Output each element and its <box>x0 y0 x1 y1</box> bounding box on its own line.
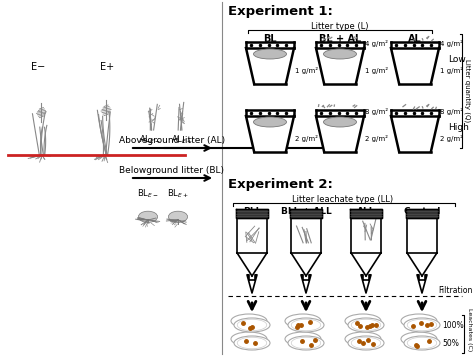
Text: 100%: 100% <box>442 320 464 330</box>
Ellipse shape <box>285 332 321 346</box>
Polygon shape <box>391 110 439 116</box>
Text: AL$_{E-}$: AL$_{E-}$ <box>139 133 161 146</box>
Ellipse shape <box>345 314 381 328</box>
Polygon shape <box>316 48 364 84</box>
Polygon shape <box>391 48 439 84</box>
Text: ALL: ALL <box>357 207 375 216</box>
Polygon shape <box>406 209 438 218</box>
Text: E+: E+ <box>100 62 114 72</box>
Polygon shape <box>351 218 381 253</box>
Polygon shape <box>407 253 437 276</box>
Ellipse shape <box>407 337 437 349</box>
Text: 8 g/m²: 8 g/m² <box>440 108 463 115</box>
Text: High: High <box>448 124 469 132</box>
Ellipse shape <box>138 211 157 222</box>
Text: 2 g/m²: 2 g/m² <box>440 135 463 141</box>
Text: E−: E− <box>31 62 45 72</box>
Polygon shape <box>316 116 364 152</box>
Polygon shape <box>391 42 439 48</box>
Ellipse shape <box>404 336 440 350</box>
Text: BL$_{E-}$: BL$_{E-}$ <box>137 188 159 200</box>
Ellipse shape <box>401 314 437 328</box>
Text: BLL: BLL <box>243 207 261 216</box>
Ellipse shape <box>404 318 440 332</box>
Ellipse shape <box>407 319 437 331</box>
Text: 4 g/m²: 4 g/m² <box>365 40 388 47</box>
Text: BL + AL: BL + AL <box>319 34 361 44</box>
Text: Belowground litter (BL): Belowground litter (BL) <box>119 166 225 175</box>
Text: Experiment 1:: Experiment 1: <box>228 5 333 18</box>
Ellipse shape <box>348 336 384 350</box>
Ellipse shape <box>168 211 188 222</box>
Polygon shape <box>316 42 364 48</box>
Text: BLL + ALL: BLL + ALL <box>281 207 331 216</box>
Polygon shape <box>246 116 294 152</box>
Text: BL$_{E+}$: BL$_{E+}$ <box>167 188 189 200</box>
Text: 1 g/m²: 1 g/m² <box>365 67 388 73</box>
Ellipse shape <box>288 336 324 350</box>
Polygon shape <box>391 116 439 152</box>
Ellipse shape <box>231 314 267 328</box>
Ellipse shape <box>348 318 384 332</box>
Ellipse shape <box>351 319 381 331</box>
Polygon shape <box>236 209 268 218</box>
Polygon shape <box>237 253 267 276</box>
Polygon shape <box>351 253 381 276</box>
Text: Low: Low <box>448 56 466 64</box>
Polygon shape <box>290 209 322 218</box>
Text: Control: Control <box>403 207 441 216</box>
Text: Aboveground litter (AL): Aboveground litter (AL) <box>119 136 225 145</box>
Polygon shape <box>350 209 382 218</box>
Ellipse shape <box>237 337 267 349</box>
Text: Litter type (L): Litter type (L) <box>311 22 369 31</box>
Ellipse shape <box>401 332 437 346</box>
Text: Experiment 2:: Experiment 2: <box>228 178 333 191</box>
Polygon shape <box>407 218 437 253</box>
Polygon shape <box>291 253 321 276</box>
Text: 8 g/m²: 8 g/m² <box>365 108 388 115</box>
Ellipse shape <box>231 332 267 346</box>
Text: 50%: 50% <box>442 339 459 347</box>
Ellipse shape <box>291 337 321 349</box>
Text: 4 g/m²: 4 g/m² <box>440 40 463 47</box>
Ellipse shape <box>345 332 381 346</box>
Ellipse shape <box>351 337 381 349</box>
Polygon shape <box>316 110 364 116</box>
Ellipse shape <box>323 49 356 59</box>
Text: Concentration of
Leachates (C): Concentration of Leachates (C) <box>467 308 474 356</box>
Ellipse shape <box>234 318 270 332</box>
Polygon shape <box>246 42 294 48</box>
Text: AL: AL <box>408 34 422 44</box>
Text: Filtration: Filtration <box>438 286 473 295</box>
Text: 1 g/m²: 1 g/m² <box>440 67 463 73</box>
Ellipse shape <box>291 319 321 331</box>
Ellipse shape <box>237 319 267 331</box>
Ellipse shape <box>285 314 321 328</box>
Text: 2 g/m²: 2 g/m² <box>365 135 388 141</box>
Ellipse shape <box>254 117 286 127</box>
Polygon shape <box>291 218 321 253</box>
Text: Litter leachate type (LL): Litter leachate type (LL) <box>292 195 393 204</box>
Text: 1 g/m²: 1 g/m² <box>295 67 318 73</box>
Text: 2 g/m²: 2 g/m² <box>295 135 318 141</box>
Text: BL: BL <box>263 34 277 44</box>
Polygon shape <box>246 48 294 84</box>
Polygon shape <box>246 110 294 116</box>
Ellipse shape <box>254 49 286 59</box>
Text: Litter quantity (Q): Litter quantity (Q) <box>464 59 471 122</box>
Ellipse shape <box>234 336 270 350</box>
Ellipse shape <box>288 318 324 332</box>
Ellipse shape <box>323 117 356 127</box>
Polygon shape <box>237 218 267 253</box>
Text: AL$_{E+}$: AL$_{E+}$ <box>171 133 193 146</box>
